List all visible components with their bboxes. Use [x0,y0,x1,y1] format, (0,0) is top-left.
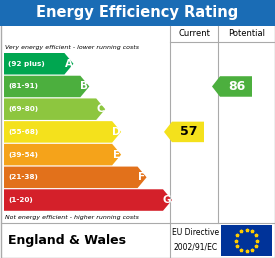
Polygon shape [212,76,252,97]
Text: E: E [112,150,120,160]
Text: Current: Current [178,29,210,38]
Text: (55-68): (55-68) [8,129,38,135]
Bar [221,225,272,256]
Text: D: D [112,127,120,137]
Text: 86: 86 [228,80,246,93]
Text: England & Wales: England & Wales [8,234,126,247]
Text: (92 plus): (92 plus) [8,61,45,67]
Text: (39-54): (39-54) [8,152,38,158]
Text: G: G [163,195,171,205]
Polygon shape [4,53,73,75]
Text: Potential: Potential [228,29,265,38]
Polygon shape [4,99,105,120]
Text: B: B [80,82,88,92]
Text: C: C [97,104,104,114]
Polygon shape [4,121,121,143]
Polygon shape [4,189,172,211]
Text: EU Directive: EU Directive [172,228,219,237]
Polygon shape [164,122,204,142]
Polygon shape [4,144,121,165]
Text: Very energy efficient - lower running costs: Very energy efficient - lower running co… [5,45,139,50]
Polygon shape [4,167,147,188]
Text: F: F [138,172,145,182]
Polygon shape [4,76,89,97]
Text: Energy Efficiency Rating: Energy Efficiency Rating [36,5,239,20]
Bar [0,0,275,26]
Text: 57: 57 [180,125,198,138]
Text: (81-91): (81-91) [8,84,38,90]
Text: Not energy efficient - higher running costs: Not energy efficient - higher running co… [5,215,139,220]
Text: 2002/91/EC: 2002/91/EC [174,243,218,252]
Text: (21-38): (21-38) [8,174,38,180]
Text: (69-80): (69-80) [8,106,38,112]
Text: (1-20): (1-20) [8,197,33,203]
Text: A: A [64,59,73,69]
